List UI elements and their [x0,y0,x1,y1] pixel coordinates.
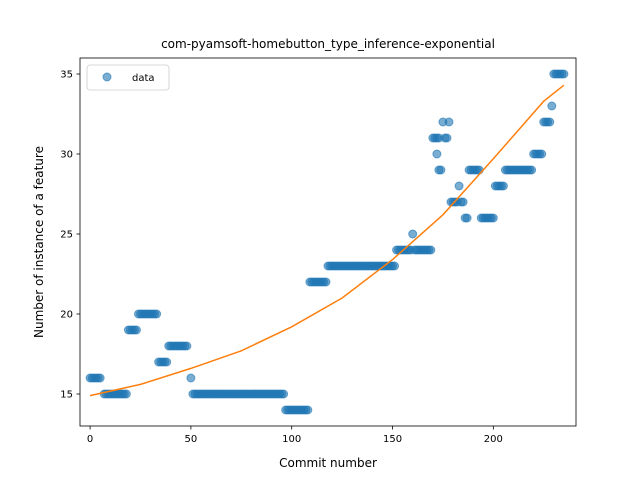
y-tick-label: 30 [60,150,73,161]
legend: data [87,65,169,90]
x-axis-label: Commit number [279,456,377,470]
data-point [546,118,554,126]
x-tick-label: 100 [282,434,301,445]
data-point [499,182,507,190]
data-point [187,374,195,382]
data-point [455,182,463,190]
data-point [183,342,191,350]
x-tick-label: 150 [383,434,402,445]
data-point [443,134,451,142]
x-tick-label: 50 [185,434,198,445]
data-point [427,246,435,254]
y-tick-label: 15 [60,390,73,401]
data-point [445,118,453,126]
data-point [122,390,130,398]
y-axis-label: Number of instance of a feature [32,146,46,338]
data-point [409,230,417,238]
data-point [560,70,568,78]
data-point [153,310,161,318]
chart-title: com-pyamsoft-homebutton_type_inference-e… [161,37,495,51]
data-point [96,374,104,382]
data-point [538,150,546,158]
data-point [463,214,471,222]
data-point [322,278,330,286]
y-tick-label: 20 [60,310,73,321]
data-point [132,326,140,334]
x-tick-label: 0 [87,434,93,445]
legend-box [87,65,169,90]
data-point [489,214,497,222]
legend-label-data: data [132,73,155,84]
data-point [437,166,445,174]
x-tick-label: 200 [484,434,503,445]
y-tick-label: 25 [60,230,73,241]
data-point [433,150,441,158]
data-point [391,262,399,270]
y-tick-label: 35 [60,70,73,81]
data-point [304,406,312,414]
data-point [280,390,288,398]
data-point [475,166,483,174]
data-point [528,166,536,174]
legend-marker-data [103,73,111,81]
data-point [548,102,556,110]
data-point [163,358,171,366]
data-point [459,198,467,206]
